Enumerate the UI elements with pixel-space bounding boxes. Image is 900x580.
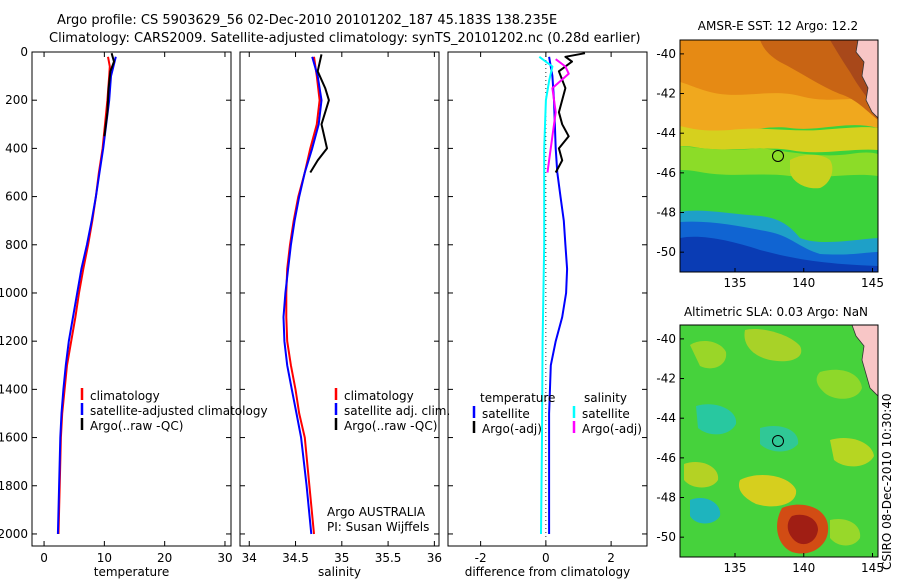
map-x-tick-label: 135 [724, 276, 747, 290]
legend-label: Argo(..raw -QC) [344, 419, 437, 433]
y-tick-label: 800 [5, 238, 28, 252]
series-line-black [103, 52, 115, 137]
temperature-panel: 0 10 20 30 0 200 400 600 800 1000 1200 1400 1600 1800… [0, 45, 268, 579]
x-axis-label: temperature [94, 565, 169, 579]
x-tick-label: 10 [97, 551, 112, 565]
legend-label: satellite [482, 407, 530, 421]
legend-title: salinity [584, 391, 627, 405]
x-axis-label: difference from climatology [465, 565, 631, 579]
sst-map [680, 40, 878, 272]
map-x-tick-label: 145 [861, 276, 884, 290]
y-tick-label: 1600 [0, 431, 28, 445]
x-tick-label: 34.5 [282, 551, 309, 565]
panel-frame [239, 51, 440, 547]
y-tick-label: 2000 [0, 527, 28, 541]
x-tick-label: 34 [242, 551, 257, 565]
x-tick-label: 0 [40, 551, 48, 565]
sla-map-ticks: 135 140 145 -40 -42 -44 -46 -48 -50 [656, 332, 884, 575]
side-timestamp: CSIRO 08-Dec-2010 10:30:40 [880, 393, 894, 570]
series-line-red [57, 56, 111, 535]
x-tick-label: 36 [427, 551, 442, 565]
annotation-text: Argo AUSTRALIA [327, 505, 426, 519]
header-line-2: Climatology: CARS2009. Satellite-adjuste… [49, 31, 641, 46]
map-y-tick-label: -40 [656, 47, 676, 61]
y-tick-label: 600 [5, 190, 28, 204]
x-tick-label: 35 [334, 551, 349, 565]
series-line-cyan [538, 55, 554, 535]
legend-label: satellite-adjusted climatology [90, 404, 268, 418]
map-y-tick-label: -46 [656, 166, 676, 180]
x-axis-label: salinity [318, 565, 361, 579]
x-tick-label: 20 [157, 551, 172, 565]
legend-label: satellite adj. clim. [344, 404, 450, 418]
map-y-tick-label: -44 [656, 411, 676, 425]
y-tick-label: 1400 [0, 382, 28, 396]
map-y-tick-label: -46 [656, 451, 676, 465]
sst-argo-marker [772, 150, 784, 162]
series-line-blue [282, 56, 323, 535]
map-x-tick-label: 135 [724, 561, 747, 575]
map-x-tick-label: 140 [792, 276, 815, 290]
series-line-blue [56, 56, 117, 535]
y-tick-label: 1200 [0, 334, 28, 348]
legend-label: climatology [344, 389, 414, 403]
sst-map-frame [679, 39, 879, 273]
sst-map-ticks: 135 140 145 -40 -42 -44 -46 -48 -50 [656, 47, 884, 290]
map-y-tick-label: -40 [656, 332, 676, 346]
map-y-tick-label: -42 [656, 372, 676, 386]
map-y-tick-label: -50 [656, 530, 676, 544]
series-line-black [554, 52, 586, 173]
map-y-tick-label: -44 [656, 126, 676, 140]
map-y-tick-label: -48 [656, 206, 676, 220]
y-tick-label: 0 [20, 45, 28, 59]
sst-map-title: AMSR-E SST: 12 Argo: 12.2 [698, 19, 858, 33]
legend-label: satellite [582, 407, 630, 421]
sla-map [680, 325, 878, 557]
x-tick-label: 35.5 [375, 551, 402, 565]
legend-label: Argo(..raw -QC) [90, 419, 183, 433]
y-tick-label: 1000 [0, 286, 28, 300]
legend-label: Argo(-adj) [482, 422, 542, 436]
map-x-tick-label: 140 [792, 561, 815, 575]
x-tick-label: 0 [542, 551, 550, 565]
map-y-tick-label: -42 [656, 87, 676, 101]
annotation-text: PI: Susan Wijffels [327, 520, 429, 534]
x-tick-label: 30 [217, 551, 232, 565]
legend-label: Argo(-adj) [582, 422, 642, 436]
x-tick-label: -2 [475, 551, 487, 565]
series-line-magenta [546, 58, 570, 173]
map-y-tick-label: -48 [656, 491, 676, 505]
map-y-tick-label: -50 [656, 245, 676, 259]
sla-argo-marker [772, 435, 784, 447]
y-tick-label: 1800 [0, 479, 28, 493]
y-tick-label: 400 [5, 141, 28, 155]
panel-frame [31, 51, 232, 547]
series-line-black [309, 54, 330, 174]
sla-map-frame [679, 324, 879, 558]
legend-label: climatology [90, 389, 160, 403]
y-tick-label: 200 [5, 93, 28, 107]
x-tick-label: 2 [607, 551, 615, 565]
sla-map-title: Altimetric SLA: 0.03 Argo: NaN [684, 305, 868, 319]
salinity-panel: 34 34.5 35 35.5 36 salinity climatologysatelli… [239, 51, 450, 579]
header-line-1: Argo profile: CS 5903629_56 02-Dec-2010 … [57, 13, 557, 28]
panel-frame [447, 51, 648, 547]
legend-title: temperature [480, 391, 555, 405]
map-x-tick-label: 145 [861, 561, 884, 575]
